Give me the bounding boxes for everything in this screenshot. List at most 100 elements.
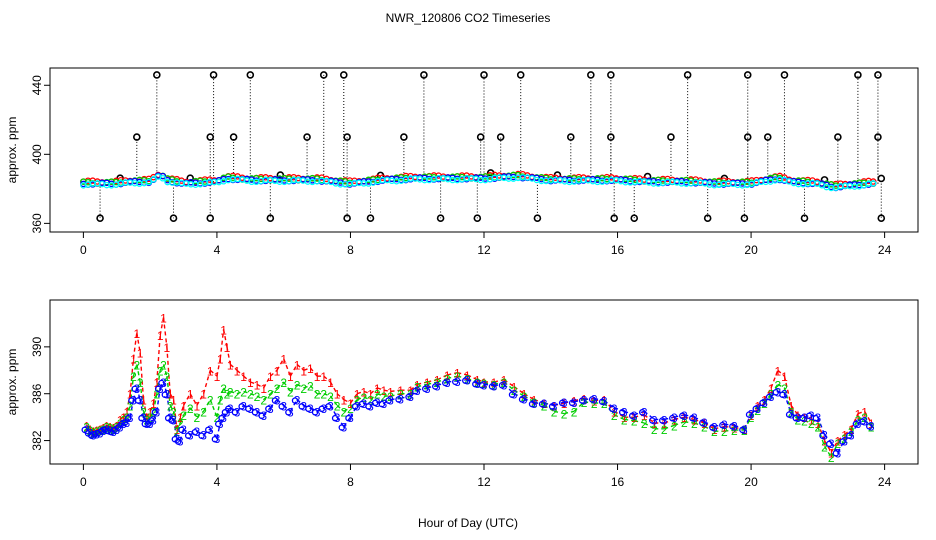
series-1-segment (222, 329, 228, 347)
series-3-segment (410, 389, 418, 397)
series-3-circle (81, 426, 88, 434)
series-1-point: 1 (300, 364, 307, 378)
series-3-circle (98, 427, 105, 435)
series-1-point: 1 (133, 327, 140, 341)
series-3-point: 3 (701, 416, 708, 430)
spike-high-marker (246, 71, 255, 79)
bottom-xtick-label: 0 (80, 475, 87, 489)
spike-high-marker (743, 71, 752, 79)
series-1-segment (436, 374, 448, 381)
series-1-point: 1 (788, 399, 795, 413)
series-3-point: 3 (621, 405, 628, 419)
series-1-point: 1 (611, 405, 618, 419)
series-3-point: 3 (591, 392, 598, 406)
series-1-point: 1 (137, 347, 144, 361)
series-2-segment (136, 364, 141, 383)
series-3-point: 3 (835, 446, 842, 460)
series-1-point: 1 (334, 388, 341, 402)
panel-bottom-ylabel: approx. ppm (5, 349, 19, 416)
series-3-point: 3 (788, 408, 795, 422)
series-3-point: 3 (217, 417, 224, 431)
series-3-point: 3 (367, 399, 374, 413)
series-2-point: 2 (167, 399, 174, 413)
series-3-point: 3 (123, 416, 130, 430)
series-1-segment (139, 352, 145, 400)
series-1-point: 1 (781, 370, 788, 384)
series-2-point: 2 (174, 425, 181, 439)
series-1-segment (363, 390, 371, 395)
series-3-point: 3 (611, 402, 618, 416)
series-3-point: 3 (160, 376, 167, 390)
series-2-point: 2 (170, 405, 177, 419)
series-1-point: 1 (217, 353, 224, 367)
series-1-point: 1 (327, 376, 334, 390)
series-1-segment (427, 378, 438, 383)
series-2-point: 2 (200, 405, 207, 419)
series-1-point: 1 (815, 417, 822, 431)
series-1-point: 1 (414, 378, 421, 392)
series-3-point: 3 (571, 396, 578, 410)
series-3-segment (850, 422, 859, 436)
series-1-point: 1 (841, 429, 848, 443)
series-2-point: 2 (511, 384, 518, 398)
series-2-point: 2 (855, 413, 862, 427)
series-2-segment (159, 364, 165, 371)
series-1-point: 1 (143, 411, 150, 425)
bottom-xtick-label: 12 (477, 475, 491, 489)
series-1-point: 1 (127, 388, 134, 402)
series-3-segment (684, 414, 695, 418)
series-3-segment (844, 434, 852, 442)
series-1-point: 1 (153, 376, 160, 390)
series-2-segment (329, 395, 338, 406)
series-3-circle (204, 426, 212, 434)
series-3-circle (114, 424, 122, 431)
series-2-point: 2 (137, 376, 144, 390)
series-3-point: 3 (207, 423, 214, 437)
series-3-segment (370, 401, 378, 407)
series-1-point: 1 (621, 411, 628, 425)
series-2-point: 2 (274, 382, 281, 396)
series-3-circle (215, 420, 222, 428)
series-3-segment (356, 402, 365, 407)
series-2-point: 2 (444, 372, 451, 386)
series-3-point: 3 (83, 423, 90, 437)
series-3-point: 3 (107, 424, 114, 438)
series-3-point: 3 (754, 402, 761, 416)
spike-high-marker (780, 71, 789, 79)
series-1-segment (323, 375, 331, 383)
series-3-point: 3 (224, 405, 231, 419)
series-3-point: 3 (601, 395, 608, 409)
series-1-segment (664, 418, 675, 424)
series-3-point: 3 (354, 399, 361, 413)
series-2-segment (142, 411, 148, 420)
series-2-point: 2 (381, 390, 388, 404)
series-3-circle (478, 382, 486, 389)
series-3-circle (118, 420, 125, 428)
series-3-circle (325, 403, 332, 410)
series-3-segment (783, 393, 792, 414)
series-3-circle (618, 409, 626, 416)
series-2-segment (674, 421, 685, 427)
series-1-point: 1 (774, 364, 781, 378)
series-3-segment (664, 416, 675, 421)
series-2-point: 2 (551, 405, 558, 419)
series-1-segment (196, 393, 205, 406)
series-3-circle (395, 396, 402, 403)
panel-top-ylabel: approx. ppm (5, 117, 19, 184)
series-3-point: 3 (414, 384, 421, 398)
series-1-point: 1 (177, 411, 184, 425)
spike-mid-marker (874, 133, 882, 141)
series-2-point: 2 (224, 388, 231, 402)
bottom-ytick-label: 390 (30, 337, 44, 357)
series-3-segment (343, 416, 352, 427)
series-3-circle (184, 432, 192, 439)
top-ytick-label: 440 (30, 75, 44, 95)
series-3-circle (338, 424, 346, 431)
series-2-segment (139, 381, 145, 412)
series-3-segment (513, 393, 525, 400)
series-3-segment (166, 393, 171, 418)
series-3-circle (104, 427, 112, 435)
series-1-segment (182, 393, 191, 406)
spike-high-marker (319, 71, 328, 79)
